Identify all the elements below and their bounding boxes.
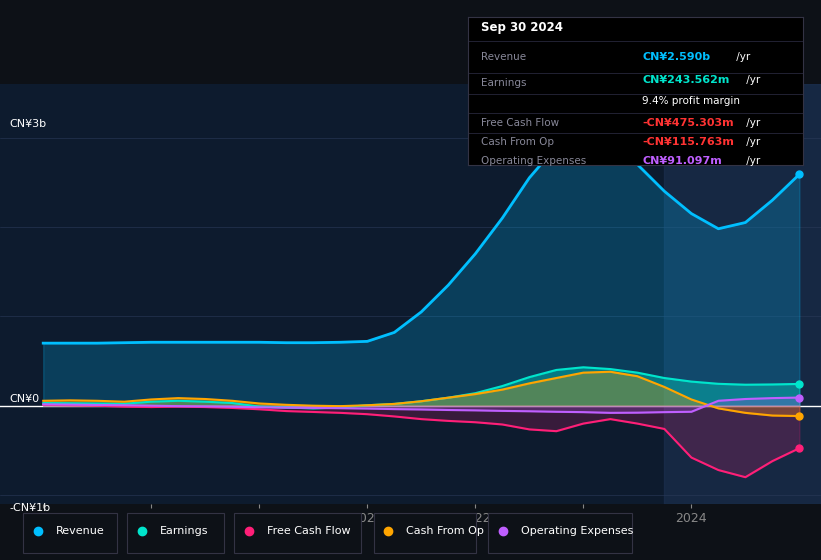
FancyBboxPatch shape <box>488 513 632 553</box>
Text: CN¥3b: CN¥3b <box>10 119 47 129</box>
Text: Revenue: Revenue <box>56 526 104 536</box>
Text: Free Cash Flow: Free Cash Flow <box>481 118 559 128</box>
Text: -CN¥115.763m: -CN¥115.763m <box>642 137 734 147</box>
Text: Operating Expenses: Operating Expenses <box>481 156 587 166</box>
Text: CN¥0: CN¥0 <box>10 394 40 404</box>
Text: Operating Expenses: Operating Expenses <box>521 526 634 536</box>
FancyBboxPatch shape <box>127 513 224 553</box>
Text: Earnings: Earnings <box>160 526 209 536</box>
FancyBboxPatch shape <box>374 513 476 553</box>
Text: 9.4% profit margin: 9.4% profit margin <box>642 96 741 106</box>
Text: Free Cash Flow: Free Cash Flow <box>267 526 351 536</box>
Text: -CN¥475.303m: -CN¥475.303m <box>642 118 734 128</box>
Text: CN¥243.562m: CN¥243.562m <box>642 75 730 85</box>
Text: Cash From Op: Cash From Op <box>481 137 554 147</box>
Text: CN¥91.097m: CN¥91.097m <box>642 156 722 166</box>
FancyBboxPatch shape <box>23 513 117 553</box>
Text: Cash From Op: Cash From Op <box>406 526 484 536</box>
Text: Revenue: Revenue <box>481 52 526 62</box>
FancyBboxPatch shape <box>234 513 361 553</box>
Text: /yr: /yr <box>743 118 760 128</box>
Text: /yr: /yr <box>743 137 760 147</box>
Text: -CN¥1b: -CN¥1b <box>10 503 51 514</box>
Bar <box>664 84 821 504</box>
Text: /yr: /yr <box>743 75 760 85</box>
Text: Sep 30 2024: Sep 30 2024 <box>481 21 563 34</box>
Text: /yr: /yr <box>732 52 750 62</box>
Text: Earnings: Earnings <box>481 78 527 88</box>
Text: CN¥2.590b: CN¥2.590b <box>642 52 710 62</box>
Text: /yr: /yr <box>743 156 760 166</box>
